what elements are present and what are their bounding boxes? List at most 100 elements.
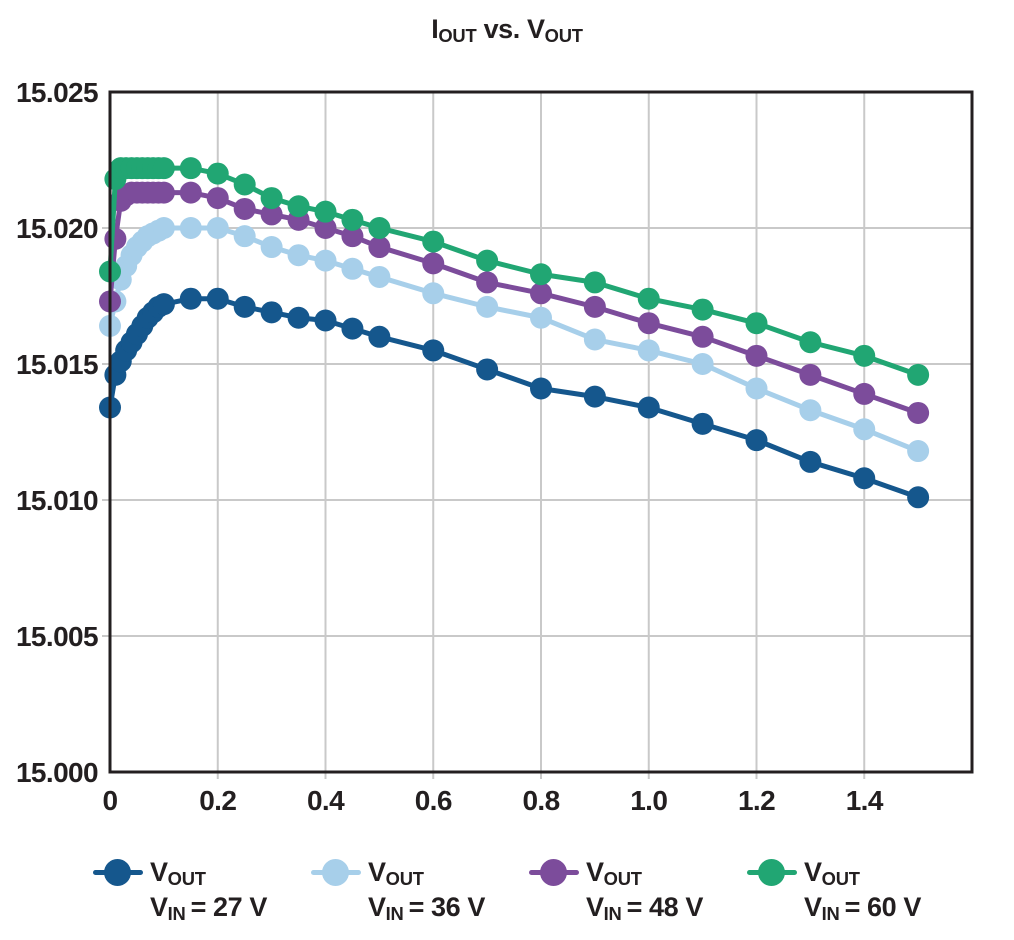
data-point-marker <box>853 467 876 490</box>
data-point-marker <box>583 385 606 408</box>
data-point-marker <box>287 244 310 267</box>
data-point-marker <box>853 344 876 367</box>
data-point-marker <box>368 265 391 288</box>
data-point-marker <box>314 309 337 332</box>
data-point-marker <box>233 295 256 318</box>
data-point-marker <box>179 287 202 310</box>
legend-subscript: IN <box>603 903 622 925</box>
legend-subscript: OUT <box>385 868 424 890</box>
data-point-marker <box>260 203 283 226</box>
data-point-marker <box>799 450 822 473</box>
legend-marker-icon <box>311 857 361 887</box>
data-point-marker <box>907 486 930 509</box>
series-line <box>107 296 921 500</box>
data-point-marker <box>799 331 822 354</box>
legend-label-line1: VOUT <box>804 857 860 890</box>
data-point-marker <box>152 181 175 204</box>
y-axis-tick-label: 15.025 <box>16 77 98 108</box>
data-point-marker <box>745 377 768 400</box>
data-point-marker <box>583 271 606 294</box>
legend-subscript: IN <box>385 903 404 925</box>
x-axis-tick-label: 1.0 <box>630 785 667 816</box>
legend-dot <box>758 859 785 886</box>
legend-label-line2: VIN = 60 V <box>804 892 921 925</box>
data-point-marker <box>853 382 876 405</box>
data-point-marker <box>341 208 364 231</box>
gridlines <box>102 92 972 779</box>
data-point-marker <box>476 358 499 381</box>
series-vout-vin-48-v <box>99 181 930 424</box>
legend-marker-icon <box>529 857 579 887</box>
title-part: vs. V <box>476 14 545 44</box>
title-subscript: OUT <box>438 25 477 47</box>
data-point-marker <box>853 418 876 441</box>
data-point-marker <box>476 295 499 318</box>
data-point-marker <box>314 217 337 239</box>
data-point-marker <box>206 162 229 185</box>
data-point-marker <box>179 157 202 180</box>
legend-label-line1: VOUT <box>368 857 424 890</box>
data-point-marker <box>260 187 283 210</box>
data-point-marker <box>691 353 714 375</box>
data-point-marker <box>530 377 552 400</box>
legend-label: VOUT VIN = 60 V <box>804 856 921 926</box>
data-point-marker <box>907 363 930 386</box>
x-axis-tick-label: 1.4 <box>846 785 884 816</box>
series-line <box>107 165 921 378</box>
legend-dot <box>540 859 567 886</box>
data-point-marker <box>745 344 768 367</box>
data-point-marker <box>152 217 175 239</box>
legend-label-line1: VOUT <box>150 857 206 890</box>
legend-entry-vin-36v: VOUT VIN = 36 V <box>311 856 485 926</box>
data-point-marker <box>637 339 660 362</box>
data-point-marker <box>907 401 930 424</box>
data-point-marker <box>422 252 445 275</box>
data-point-marker <box>104 227 127 250</box>
data-point-marker <box>637 287 660 310</box>
data-point-marker <box>691 412 714 435</box>
data-point-marker <box>422 339 445 362</box>
data-point-marker <box>530 306 552 329</box>
data-point-marker <box>422 282 445 305</box>
x-axis-tick-label: 0.8 <box>522 785 559 816</box>
legend-label: VOUT VIN = 48 V <box>586 856 703 926</box>
title-part: I <box>431 14 439 44</box>
x-axis-tick-label: 0 <box>103 785 118 816</box>
data-point-marker <box>583 295 606 318</box>
legend-dot <box>104 859 131 886</box>
title-subscript: OUT <box>544 25 583 47</box>
legend-marker-icon <box>93 857 143 887</box>
data-point-marker <box>422 230 445 253</box>
data-point-marker <box>530 282 552 305</box>
data-point-marker <box>368 236 391 259</box>
data-point-marker <box>530 263 552 286</box>
data-point-marker <box>179 181 202 204</box>
data-point-marker <box>341 257 364 280</box>
chart-title: IOUT vs. VOUT <box>0 14 1014 47</box>
legend-subscript: IN <box>821 903 840 925</box>
y-axis-tick-label: 15.005 <box>16 621 98 652</box>
data-point-marker <box>368 217 391 239</box>
legend-label-line2: VIN = 48 V <box>586 892 703 925</box>
legend-subscript: OUT <box>603 868 642 890</box>
data-point-marker <box>206 287 229 310</box>
x-axis-tick-label: 1.2 <box>738 785 775 816</box>
data-point-marker <box>691 298 714 321</box>
data-point-marker <box>368 325 391 348</box>
data-point-marker <box>637 396 660 419</box>
legend-marker-icon <box>747 857 797 887</box>
legend-label: VOUT VIN = 36 V <box>368 856 485 926</box>
legend-label-line2: VIN = 27 V <box>150 892 267 925</box>
data-point-marker <box>260 236 283 259</box>
data-point-marker <box>206 217 229 239</box>
data-point-marker <box>233 173 256 196</box>
data-point-marker <box>476 271 499 294</box>
y-axis-tick-label: 15.020 <box>16 213 98 244</box>
chart-legend: VOUT VIN = 27 V VOUT VIN = 36 V VOUT VIN = 48… <box>0 856 1014 926</box>
y-axis-tick-label: 15.010 <box>16 485 98 516</box>
data-point-marker <box>691 325 714 348</box>
y-axis-tick-label: 15.015 <box>16 349 98 380</box>
